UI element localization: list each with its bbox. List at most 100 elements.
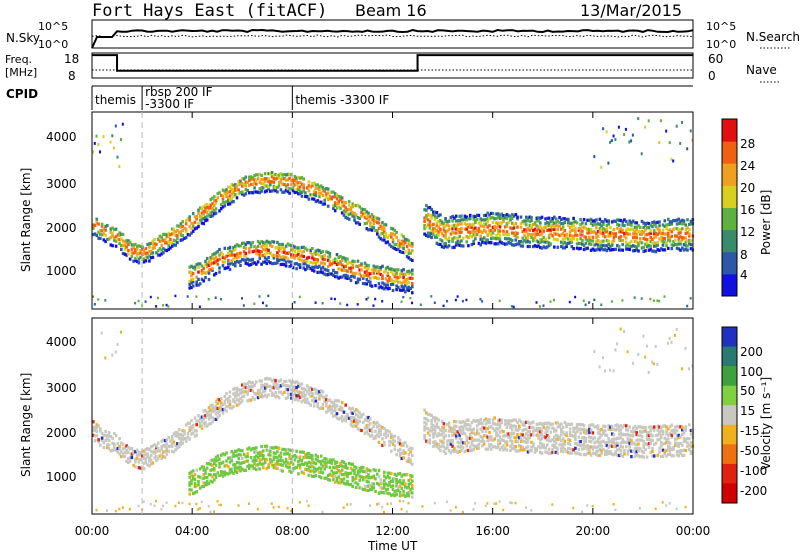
range-cell xyxy=(398,454,402,458)
range-cell xyxy=(290,460,293,464)
range-cell xyxy=(311,261,314,265)
range-cell xyxy=(370,475,374,479)
range-cell xyxy=(681,449,684,453)
range-cell xyxy=(307,388,311,392)
range-cell xyxy=(358,268,361,272)
range-cell xyxy=(458,231,461,235)
range-cell xyxy=(304,461,307,465)
range-cell xyxy=(335,460,339,464)
range-cell xyxy=(432,227,435,231)
range-cell xyxy=(498,240,502,244)
range-cell xyxy=(391,493,395,497)
range-cell xyxy=(314,396,318,400)
range-cell xyxy=(262,243,265,247)
range-cell xyxy=(221,264,225,268)
range-cell xyxy=(391,279,395,283)
range-cell xyxy=(677,433,681,437)
range-cell xyxy=(106,509,108,512)
range-cell xyxy=(551,234,554,238)
noise-right-label: N.Search xyxy=(746,30,800,44)
range-cell xyxy=(505,222,509,226)
range-cell xyxy=(220,193,223,197)
range-cell xyxy=(356,216,360,220)
range-cell xyxy=(321,255,325,259)
range-cell xyxy=(227,404,230,409)
range-cell xyxy=(337,199,340,203)
range-cell xyxy=(596,431,600,435)
range-cell xyxy=(593,243,596,247)
range-cell xyxy=(172,231,176,235)
range-cell xyxy=(498,439,502,443)
range-cell xyxy=(635,450,638,454)
range-cell xyxy=(407,288,411,292)
range-cell xyxy=(470,230,474,234)
range-cell xyxy=(297,185,300,189)
range-cell xyxy=(351,202,354,206)
range-cell xyxy=(314,249,318,253)
range-cell xyxy=(256,239,260,244)
range-cell xyxy=(567,220,570,224)
range-cell xyxy=(218,247,221,252)
range-cell xyxy=(544,446,547,450)
range-cell xyxy=(496,442,500,446)
range-cell xyxy=(125,448,128,452)
range-cell xyxy=(525,420,528,424)
range-cell xyxy=(554,421,558,425)
range-cell xyxy=(374,229,377,233)
range-cell xyxy=(228,245,232,249)
range-cell xyxy=(174,230,177,234)
range-cell xyxy=(425,208,428,212)
range-cell xyxy=(270,446,274,450)
range-cell xyxy=(276,185,279,190)
range-cell xyxy=(537,422,540,426)
range-cell xyxy=(230,455,234,459)
range-cell xyxy=(491,438,495,442)
range-cell xyxy=(116,155,119,159)
range-cell xyxy=(638,425,642,429)
range-cell xyxy=(225,463,228,467)
range-cell xyxy=(253,458,256,463)
range-cell xyxy=(207,213,211,217)
range-cell xyxy=(349,462,353,466)
range-cell xyxy=(565,449,568,453)
range-cell xyxy=(454,420,458,424)
range-cell xyxy=(570,451,574,455)
range-cell xyxy=(659,425,663,430)
range-cell xyxy=(433,226,437,230)
range-cell xyxy=(321,471,325,475)
range-cell xyxy=(267,251,270,255)
range-cell xyxy=(600,243,603,247)
range-cell xyxy=(509,423,512,427)
range-cell xyxy=(612,369,615,373)
range-cell xyxy=(170,435,174,439)
range-cell xyxy=(472,444,475,448)
range-cell xyxy=(172,450,176,454)
range-cell xyxy=(682,431,686,435)
range-cell xyxy=(167,449,170,453)
range-cell xyxy=(398,484,402,488)
range-cell xyxy=(638,237,642,241)
range-cell xyxy=(244,261,248,265)
range-cell xyxy=(323,257,326,262)
range-cell xyxy=(682,222,686,226)
range-cell xyxy=(402,285,405,289)
range-cell xyxy=(435,442,439,446)
range-cell xyxy=(645,232,649,237)
range-cell xyxy=(165,303,168,307)
range-cell xyxy=(423,425,426,429)
range-cell xyxy=(681,425,684,429)
range-cell xyxy=(404,272,407,277)
range-cell xyxy=(218,462,221,466)
vel-cb-tick: 100 xyxy=(740,365,763,379)
range-cell xyxy=(162,438,165,442)
range-cell xyxy=(218,473,221,478)
range-cell xyxy=(272,386,276,390)
range-cell xyxy=(151,461,155,465)
range-cell xyxy=(235,393,239,397)
range-cell xyxy=(267,172,270,176)
range-cell xyxy=(242,183,246,187)
range-cell xyxy=(106,437,109,441)
range-cell xyxy=(249,388,253,392)
range-cell xyxy=(265,466,269,471)
range-cell xyxy=(435,211,439,215)
